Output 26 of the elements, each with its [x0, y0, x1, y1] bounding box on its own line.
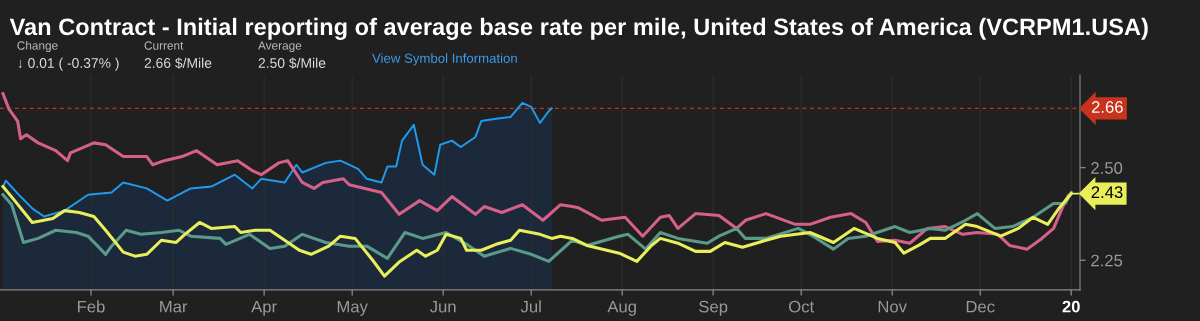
ref-line-label: 2.66	[1091, 101, 1123, 113]
x-tick-label: Mar	[160, 300, 188, 313]
x-tick-label: Jun	[429, 300, 456, 313]
line-series	[1, 92, 1073, 251]
text: Average	[258, 41, 302, 53]
x-tick-label: Jul	[520, 300, 541, 313]
y-tick-label: 2.25	[1091, 254, 1123, 267]
x-tick-label: Dec	[966, 300, 995, 313]
x-tick-label: 20	[1062, 300, 1080, 313]
x-tick-label: Aug	[607, 300, 636, 316]
y-tick-label: 2.50	[1091, 162, 1123, 174]
x-tick-label: Oct	[789, 300, 815, 313]
text: ↓ 0.01 ( -0.37% )	[18, 57, 119, 71]
line-series	[1, 190, 1073, 263]
x-tick-label: Nov	[878, 300, 907, 313]
text: 2.50 $/Mile	[258, 57, 326, 69]
annotation: 2.43	[1091, 186, 1123, 199]
x-tick-label: Feb	[77, 300, 105, 313]
x-tick-label: May	[337, 300, 368, 316]
chart-title: Van Contract - Initial reporting of average base rate per mile, United States of America (VCRPM1.USA)	[9, 17, 1148, 40]
text: Current	[144, 41, 184, 50]
x-tick-label: Sep	[699, 300, 728, 316]
text: View Symbol Information	[372, 53, 517, 66]
x-tick-label: Apr	[251, 300, 277, 316]
text: 2.66 $/Mile	[144, 57, 212, 69]
text: Change	[17, 41, 58, 53]
